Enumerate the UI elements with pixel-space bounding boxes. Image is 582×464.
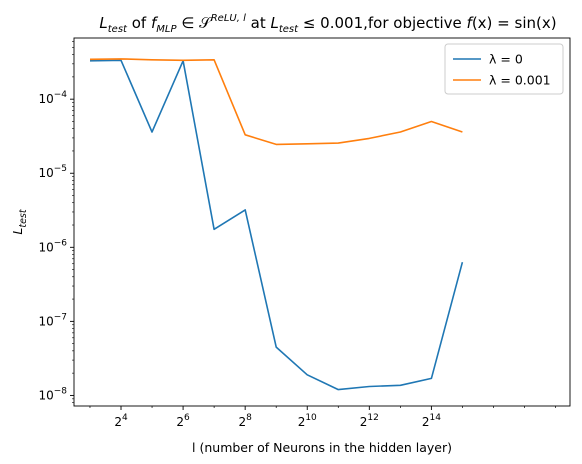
title-var: 𝒮: [199, 14, 212, 32]
x-axis-label: l (number of Neurons in the hidden layer…: [192, 440, 452, 455]
title-var: L: [99, 14, 107, 32]
series-lines: [89, 58, 464, 391]
title-text-part: ∈: [177, 14, 200, 32]
y-tick-label: 10−8: [38, 386, 67, 402]
chart-title: Ltest of fMLP ∈ 𝒮ReLU, l at Ltest ≤ 0.00…: [99, 13, 556, 35]
y-tick-exponent: −5: [54, 164, 67, 174]
x-tick-label: 212: [360, 413, 379, 429]
x-tick-label: 214: [422, 413, 441, 429]
y-tick-exponent: −4: [54, 90, 68, 100]
legend: λ = 0 λ = 0.001: [444, 43, 564, 95]
y-axis-label: Ltest: [10, 208, 29, 234]
x-tick-label: 26: [176, 413, 190, 429]
legend-label: λ = 0: [489, 52, 523, 67]
y-label-var: L: [10, 228, 25, 235]
y-tick-label: 10−7: [38, 312, 67, 328]
title-text-part: ≤ 0.001,for objective: [298, 14, 466, 32]
title-sub: test: [279, 24, 299, 35]
title-text-part: (x) = sin(x): [472, 14, 557, 32]
title-sub: test: [108, 24, 128, 35]
x-tick-exponent: 8: [246, 413, 252, 423]
x-tick-exponent: 4: [122, 413, 128, 423]
x-tick-label: 210: [298, 413, 317, 429]
legend-box: [444, 43, 564, 95]
x-tick-base: 2: [422, 415, 430, 429]
title-sup: ReLU, l: [211, 13, 246, 24]
x-tick-base: 2: [238, 415, 246, 429]
x-tick-label: 28: [238, 413, 252, 429]
y-tick-base: 10: [38, 166, 53, 180]
y-tick-label: 10−4: [38, 90, 67, 106]
x-tick-label: 24: [114, 413, 128, 429]
x-tick-exponent: 6: [184, 413, 190, 423]
title-text-part: of: [127, 14, 151, 32]
y-tick-label: 10−6: [38, 238, 67, 254]
y-tick-base: 10: [38, 92, 53, 106]
title-var: L: [270, 14, 278, 32]
y-tick-label: 10−5: [38, 164, 67, 180]
title-var: f: [467, 14, 475, 32]
x-tick-base: 2: [298, 415, 306, 429]
x-tick-base: 2: [360, 415, 368, 429]
y-tick-base: 10: [38, 388, 53, 402]
series-line: [89, 59, 464, 391]
x-tick-exponent: 10: [305, 413, 317, 423]
x-tick-base: 2: [176, 415, 184, 429]
title-sub: MLP: [156, 24, 177, 35]
plot-frame: [73, 37, 571, 407]
title-text-part: at: [246, 14, 271, 32]
y-tick-exponent: −7: [54, 312, 67, 322]
title-var: f: [151, 14, 159, 32]
y-tick-exponent: −8: [54, 386, 68, 396]
x-tick-exponent: 14: [429, 413, 441, 423]
legend-label: λ = 0.001: [489, 73, 551, 88]
y-tick-base: 10: [38, 240, 53, 254]
y-tick-exponent: −6: [54, 238, 68, 248]
x-tick-base: 2: [114, 415, 122, 429]
y-label-sub: test: [18, 208, 29, 228]
y-tick-base: 10: [38, 314, 53, 328]
x-tick-exponent: 12: [367, 413, 378, 423]
series-line: [89, 58, 463, 146]
